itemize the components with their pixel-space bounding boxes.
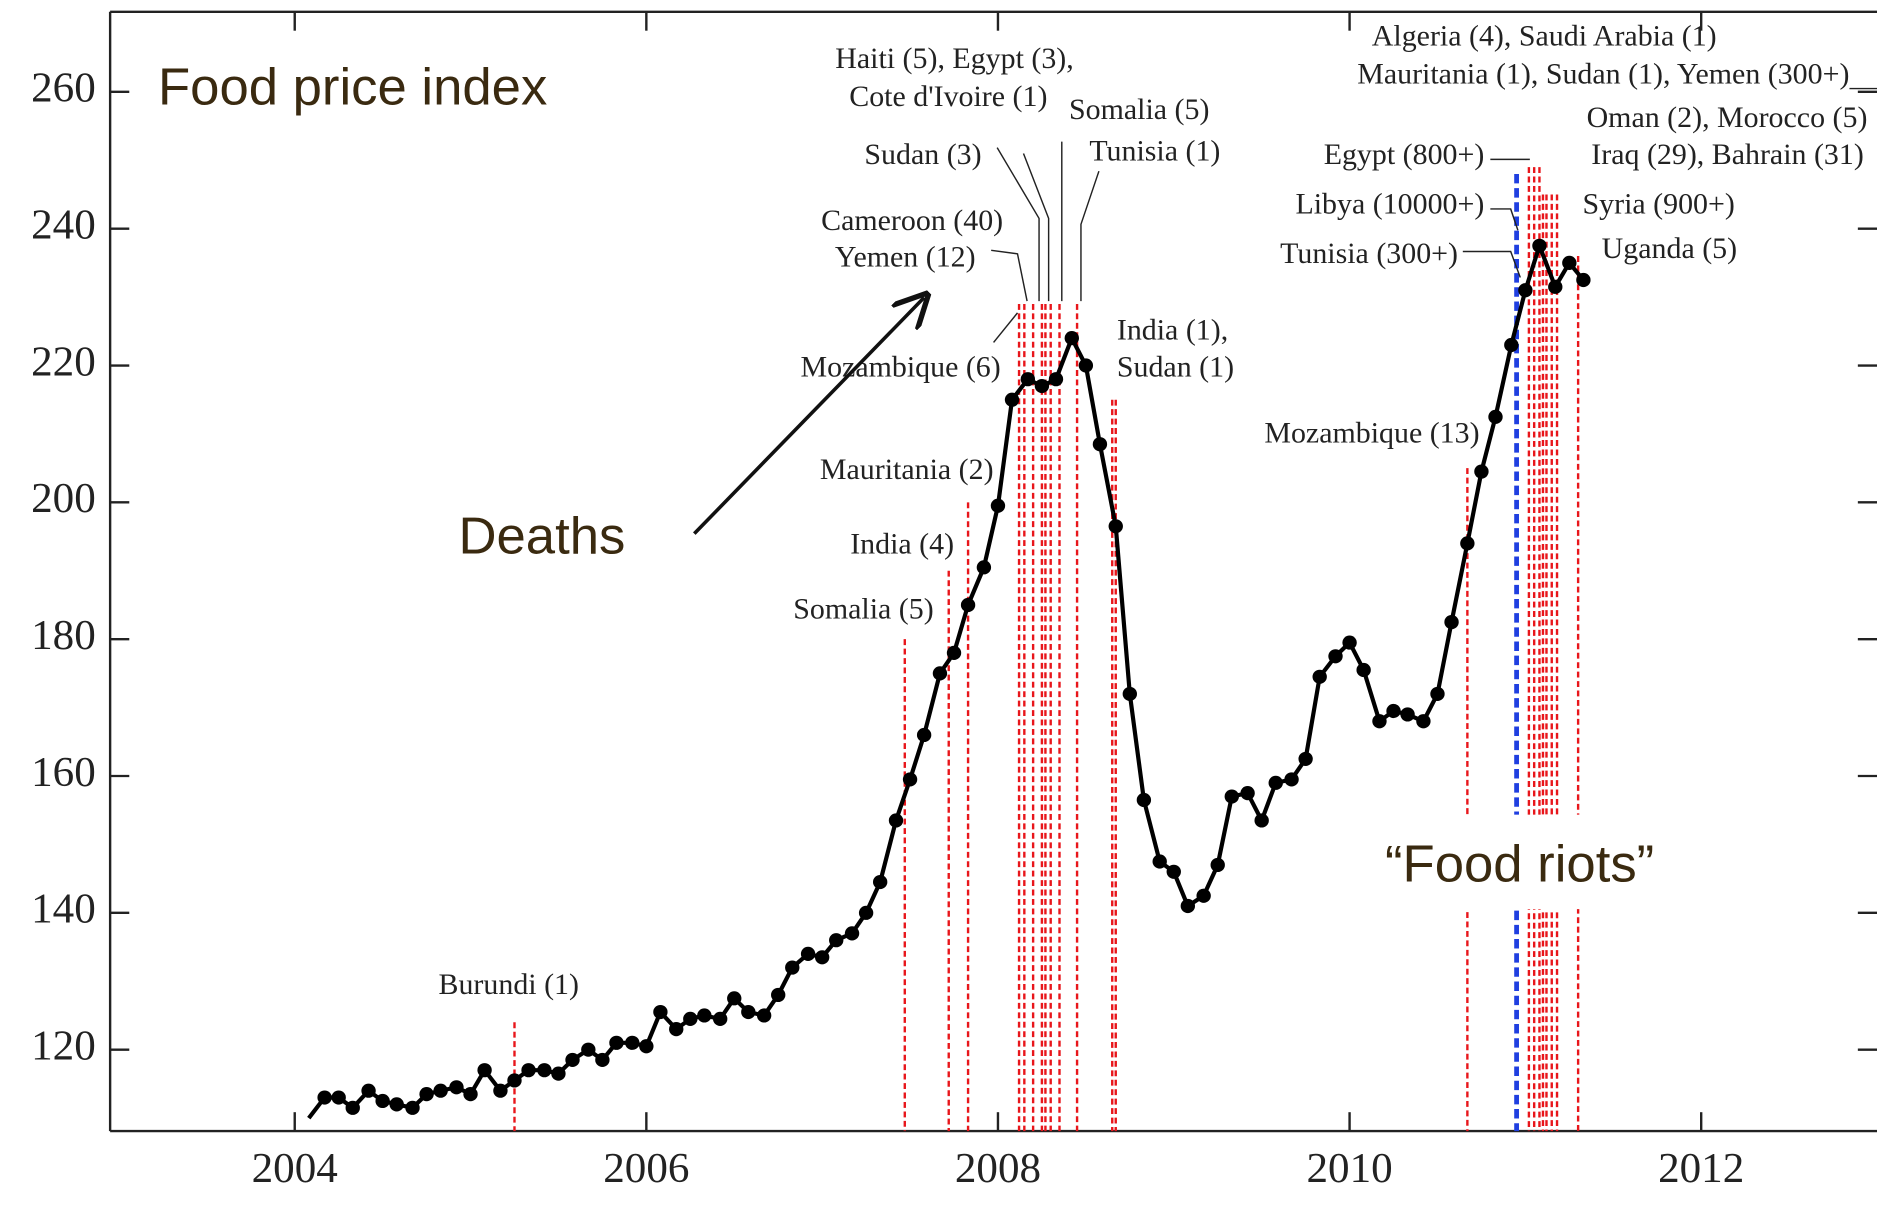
- y-tick-label: 180: [31, 612, 96, 659]
- y-tick-label: 160: [31, 749, 96, 796]
- leader-line: [1080, 170, 1100, 302]
- leader-line: [1022, 153, 1050, 302]
- y-tick-label: 240: [31, 202, 96, 249]
- annotation: India (4): [850, 529, 954, 561]
- annotation: Sudan (3): [864, 139, 981, 171]
- leader-line: [991, 249, 1028, 302]
- annotation: Mauritania (2): [820, 454, 994, 486]
- chart-title: Food price index: [158, 59, 547, 117]
- annotation: Cameroon (40): [821, 205, 1003, 237]
- annotation: Mozambique (13): [1264, 418, 1479, 450]
- y-tick-label: 200: [31, 475, 96, 522]
- annotation: Libya (10000+): [1295, 189, 1484, 221]
- x-tick-label: 2010: [1306, 1145, 1392, 1192]
- y-tick-label: 220: [31, 339, 96, 386]
- x-tick-label: 2012: [1658, 1145, 1744, 1192]
- annotation: Cote d'Ivoire (1): [849, 81, 1047, 113]
- annotation: Somalia (5): [1069, 94, 1209, 126]
- arrow: [693, 298, 924, 535]
- leader-line: [996, 147, 1040, 302]
- y-tick-label: 140: [31, 886, 96, 933]
- x-tick-label: 2008: [955, 1145, 1041, 1192]
- y-tick-label: 260: [31, 65, 96, 112]
- leader-line: [993, 312, 1019, 343]
- annotation: Somalia (5): [793, 594, 933, 626]
- label-gap: [1376, 814, 1736, 910]
- annotation: Algeria (4), Saudi Arabia (1): [1372, 21, 1717, 53]
- annotation: Yemen (12): [835, 242, 976, 274]
- leader-line: [1490, 208, 1519, 231]
- price-line: [307, 239, 1586, 1120]
- annotation: Mauritania (1), Sudan (1), Yemen (300+): [1357, 59, 1849, 91]
- annotation: Tunisia (1): [1089, 135, 1220, 167]
- annotation: Mozambique (6): [800, 352, 1000, 384]
- annotation: Syria (900+): [1583, 189, 1735, 221]
- annotation: Haiti (5), Egypt (3),: [835, 43, 1074, 75]
- annotation: Oman (2), Morocco (5): [1587, 102, 1868, 134]
- annotation: Sudan (1): [1117, 352, 1234, 384]
- annotation: Iraq (29), Bahrain (31): [1591, 139, 1864, 171]
- annotation: Uganda (5): [1602, 233, 1737, 265]
- leader-line: [1462, 250, 1521, 278]
- annotation: India (1),: [1117, 315, 1228, 347]
- y-tick-label: 120: [31, 1023, 96, 1070]
- callout: “Food riots”: [1385, 836, 1654, 894]
- annotation: Burundi (1): [439, 969, 579, 1001]
- callout: Deaths: [458, 508, 625, 566]
- annotation: Tunisia (300+): [1280, 238, 1458, 270]
- x-tick-label: 2006: [603, 1145, 689, 1192]
- annotation: Egypt (800+): [1324, 139, 1485, 171]
- x-tick-label: 2004: [252, 1145, 338, 1192]
